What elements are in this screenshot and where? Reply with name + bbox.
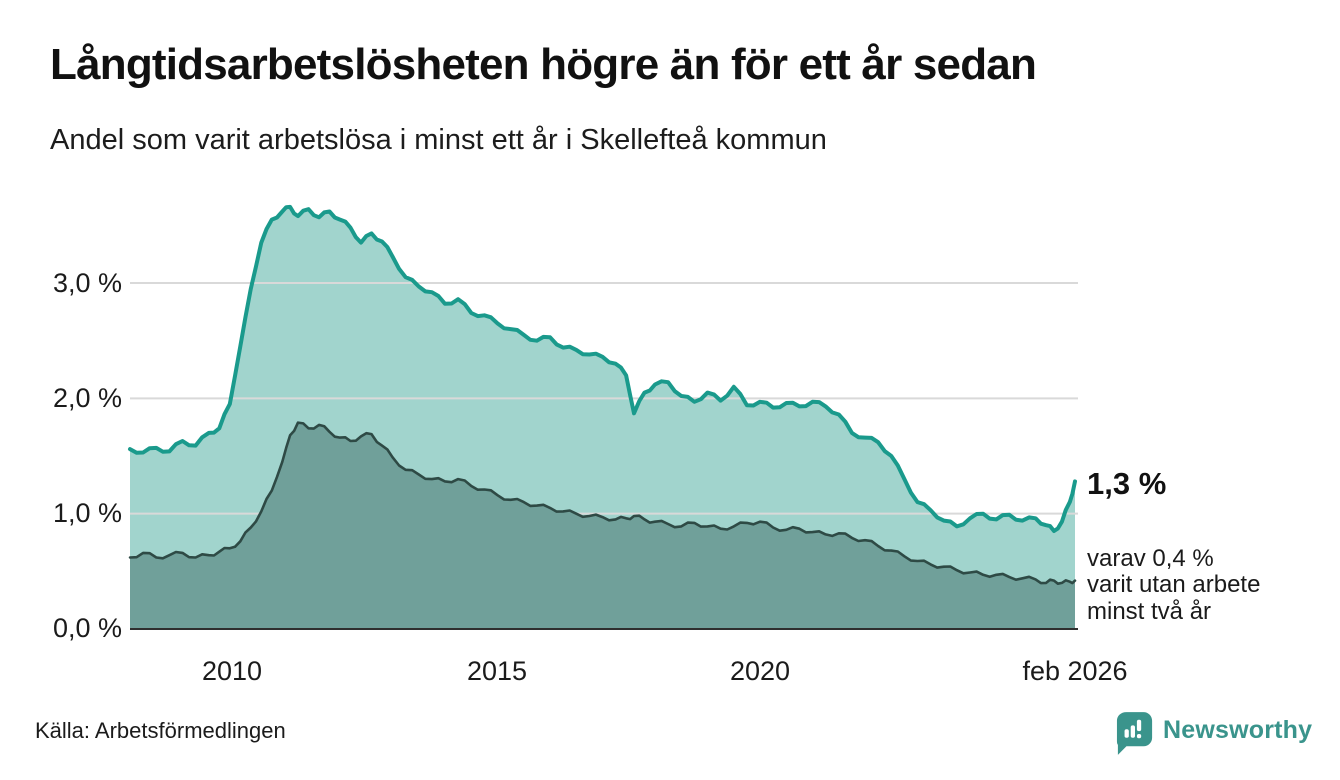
page-title: Långtidsarbetslösheten högre än för ett …	[50, 40, 1037, 89]
sub-annotation-line-1: varav 0,4 %	[1087, 545, 1214, 572]
total-line	[128, 204, 1077, 533]
source-label: Källa: Arbetsförmedlingen	[35, 718, 286, 743]
chart-subtitle: Andel som varit arbetslösa i minst ett å…	[50, 124, 827, 156]
x-axis-tick-feb2026: feb 2026	[1022, 656, 1128, 686]
newsworthy-logo: Newsworthy	[1116, 710, 1312, 756]
end-value-annotation: 1,3 %	[1087, 466, 1167, 501]
x-axis-tick-2020: 2020	[729, 656, 791, 686]
y-axis-tick-0: 0,0 %	[52, 613, 122, 643]
two-year-area	[130, 422, 1075, 629]
chart-bubble-icon	[1116, 712, 1153, 755]
x-axis-tick-2015: 2015	[466, 656, 528, 686]
two-year-line	[128, 421, 1077, 585]
y-axis-tick-3: 3,0 %	[52, 268, 122, 298]
y-axis-tick-1: 1,0 %	[52, 498, 122, 528]
sub-annotation-line-3: minst två år	[1087, 598, 1212, 625]
x-axis-tick-2010: 2010	[201, 656, 263, 686]
sub-annotation-line-2: varit utan arbete	[1087, 571, 1261, 598]
newsworthy-logo-text: Newsworthy	[1163, 716, 1313, 744]
y-axis-tick-2: 2,0 %	[52, 383, 122, 413]
